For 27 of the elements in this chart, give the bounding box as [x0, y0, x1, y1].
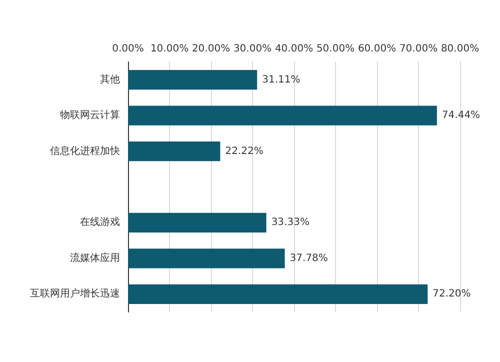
x-tick-label: 0.00% — [112, 44, 144, 54]
y-tick-label: 其他 — [100, 73, 120, 86]
data-label: 33.33% — [271, 217, 310, 228]
bar — [128, 284, 428, 304]
y-tick-label: 流媒体应用 — [70, 252, 120, 264]
data-label: 74.44% — [442, 110, 480, 122]
x-tick-label: 50.00% — [316, 44, 355, 54]
x-tick-label: 80.00% — [440, 44, 480, 54]
x-tick-label: 10.00% — [150, 44, 189, 54]
data-label: 72.20% — [432, 288, 471, 300]
y-tick-label: 信息化进程加快 — [50, 144, 120, 157]
x-tick-label: 30.00% — [233, 44, 272, 54]
y-tick-label: 物联网云计算 — [60, 109, 120, 122]
data-label: 31.11% — [262, 74, 300, 86]
bar — [128, 248, 285, 268]
data-label: 37.78% — [290, 252, 328, 264]
bar — [128, 70, 258, 90]
x-tick-label: 60.00% — [358, 44, 396, 54]
bar — [128, 212, 266, 233]
y-tick-label: 互联网用户增长迅速 — [30, 288, 120, 300]
data-label: 22.22% — [225, 146, 264, 157]
bar — [128, 141, 220, 162]
x-tick-label: 20.00% — [192, 44, 230, 54]
x-tick-label: 40.00% — [274, 44, 314, 54]
bar — [128, 106, 437, 126]
x-tick-label: 70.00% — [399, 44, 438, 54]
y-tick-label: 在线游戏 — [80, 216, 120, 228]
